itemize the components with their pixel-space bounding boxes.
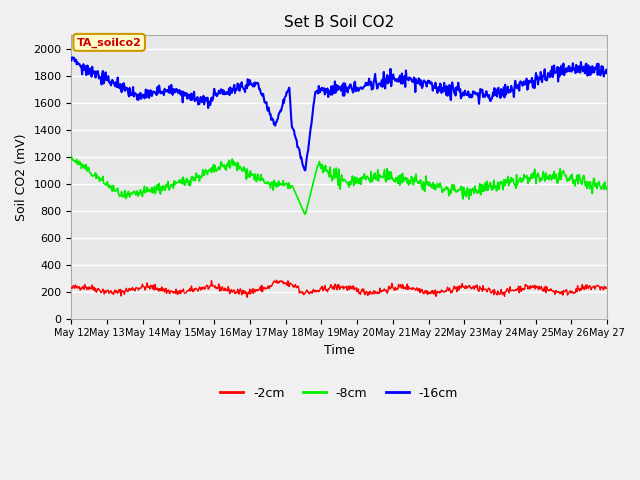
Text: TA_soilco2: TA_soilco2 (77, 37, 141, 48)
Legend: -2cm, -8cm, -16cm: -2cm, -8cm, -16cm (216, 382, 463, 405)
Title: Set B Soil CO2: Set B Soil CO2 (284, 15, 394, 30)
Y-axis label: Soil CO2 (mV): Soil CO2 (mV) (15, 133, 28, 221)
X-axis label: Time: Time (324, 344, 355, 357)
